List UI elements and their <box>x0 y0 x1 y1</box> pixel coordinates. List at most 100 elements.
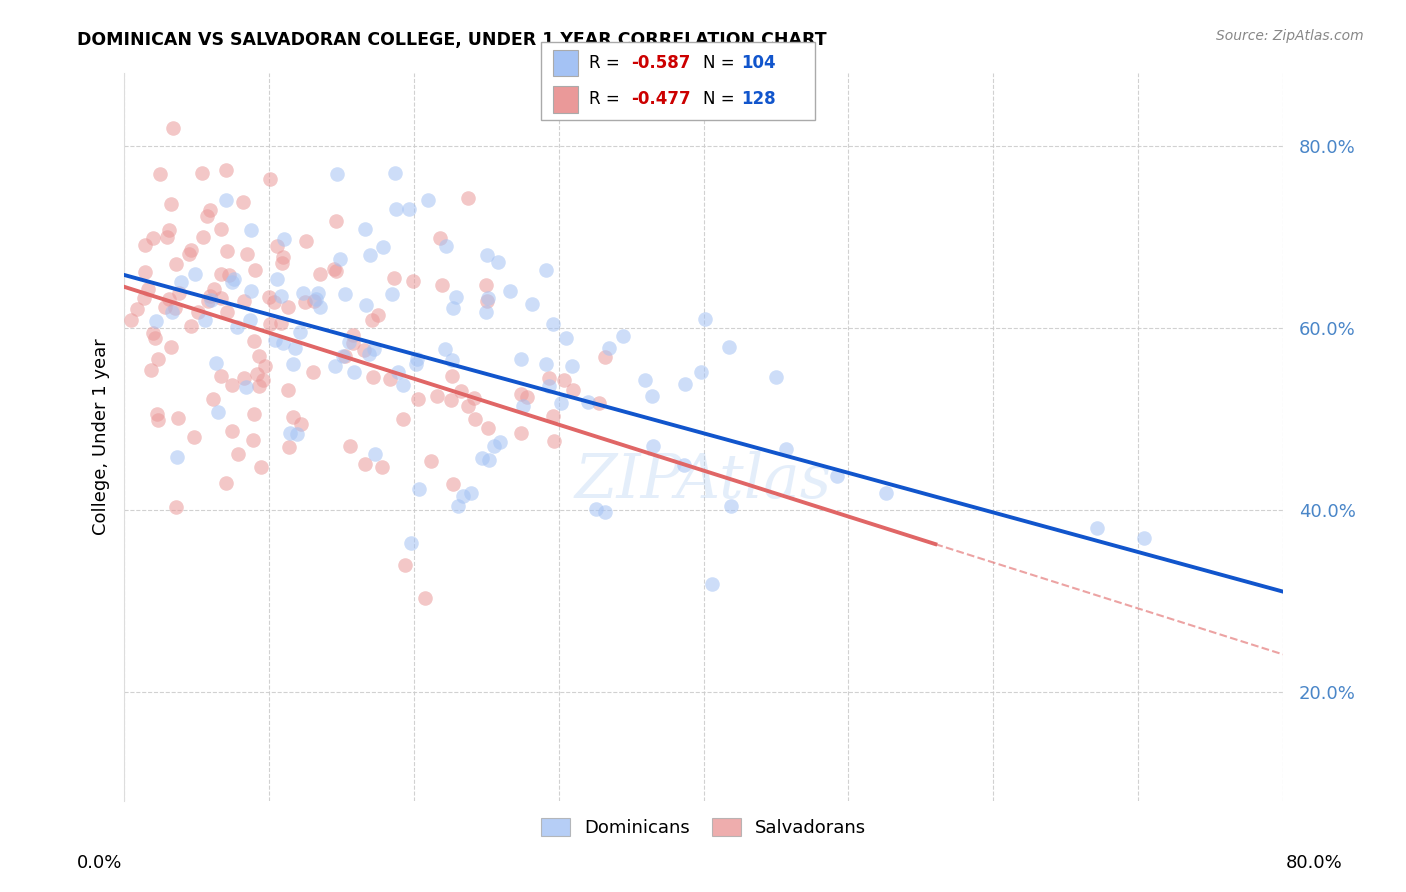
Point <box>543 434 565 449</box>
Point <box>193 229 215 244</box>
Point <box>309 300 332 314</box>
Point <box>509 352 531 367</box>
Point <box>359 248 381 262</box>
Point <box>170 275 193 289</box>
Point <box>209 369 232 384</box>
Point <box>482 439 505 453</box>
Point <box>702 576 724 591</box>
Point <box>441 369 464 384</box>
Point <box>475 305 498 319</box>
Point <box>693 312 716 326</box>
Point <box>242 433 264 447</box>
Point <box>163 301 186 315</box>
Point <box>165 257 187 271</box>
Point <box>426 389 449 403</box>
Point <box>534 357 557 371</box>
Point <box>384 166 406 180</box>
Point <box>381 287 404 301</box>
Point <box>194 312 217 326</box>
Point <box>284 341 307 355</box>
Point <box>278 440 301 454</box>
Point <box>243 407 266 421</box>
Point <box>387 365 409 379</box>
Point <box>406 392 429 406</box>
Point <box>270 316 292 330</box>
Point <box>673 458 696 472</box>
Point <box>561 359 583 373</box>
Point <box>593 505 616 519</box>
Point <box>357 347 380 361</box>
Point <box>641 389 664 403</box>
Text: ZIPAtlas: ZIPAtlas <box>575 450 832 510</box>
Point <box>360 312 382 326</box>
Point <box>202 282 225 296</box>
Point <box>277 300 299 314</box>
Point <box>218 268 240 282</box>
Point <box>205 356 228 370</box>
Point <box>266 271 288 285</box>
Point <box>179 247 201 261</box>
Point <box>499 285 522 299</box>
Point <box>149 167 172 181</box>
Point <box>235 380 257 394</box>
Point <box>264 334 287 348</box>
Point <box>413 591 436 605</box>
Point <box>443 301 465 315</box>
Point <box>1132 531 1154 545</box>
Point <box>146 351 169 366</box>
Point <box>1085 521 1108 535</box>
Point <box>295 235 318 249</box>
Point <box>136 282 159 296</box>
Point <box>232 194 254 209</box>
Point <box>673 377 696 392</box>
Point <box>120 313 142 327</box>
Point <box>271 251 294 265</box>
Point <box>252 373 274 387</box>
Text: 80.0%: 80.0% <box>1286 855 1343 872</box>
Point <box>165 500 187 514</box>
Point <box>222 272 245 286</box>
Point <box>690 365 713 379</box>
Point <box>239 313 262 327</box>
Point <box>290 417 312 432</box>
Point <box>434 238 457 252</box>
Point <box>325 214 347 228</box>
Point <box>145 314 167 328</box>
Point <box>510 425 533 440</box>
Point <box>717 340 740 354</box>
Point <box>209 222 232 236</box>
Point <box>441 476 464 491</box>
Point <box>200 293 222 307</box>
Point <box>142 231 165 245</box>
Point <box>463 391 485 405</box>
Point <box>309 267 332 281</box>
Point <box>765 370 787 384</box>
Point <box>190 166 212 180</box>
Y-axis label: College, Under 1 year: College, Under 1 year <box>93 339 110 535</box>
Point <box>538 370 561 384</box>
Point <box>588 396 610 410</box>
Point <box>641 439 664 453</box>
Point <box>290 325 312 339</box>
Text: DOMINICAN VS SALVADORAN COLLEGE, UNDER 1 YEAR CORRELATION CHART: DOMINICAN VS SALVADORAN COLLEGE, UNDER 1… <box>77 31 827 49</box>
Point <box>875 486 897 500</box>
Point <box>167 285 190 300</box>
Point <box>356 297 378 311</box>
Point <box>433 343 456 357</box>
Point <box>141 363 163 377</box>
Point <box>380 372 402 386</box>
Point <box>420 454 443 468</box>
Point <box>541 318 564 332</box>
Point <box>325 264 347 278</box>
Point <box>555 331 578 345</box>
Point <box>294 294 316 309</box>
Point <box>373 240 395 254</box>
Point <box>221 275 243 289</box>
Point <box>363 342 385 356</box>
Point <box>233 294 256 309</box>
Point <box>271 255 294 269</box>
Point <box>447 499 470 513</box>
Point <box>198 203 221 218</box>
Text: N =: N = <box>703 90 740 108</box>
Point <box>478 452 501 467</box>
